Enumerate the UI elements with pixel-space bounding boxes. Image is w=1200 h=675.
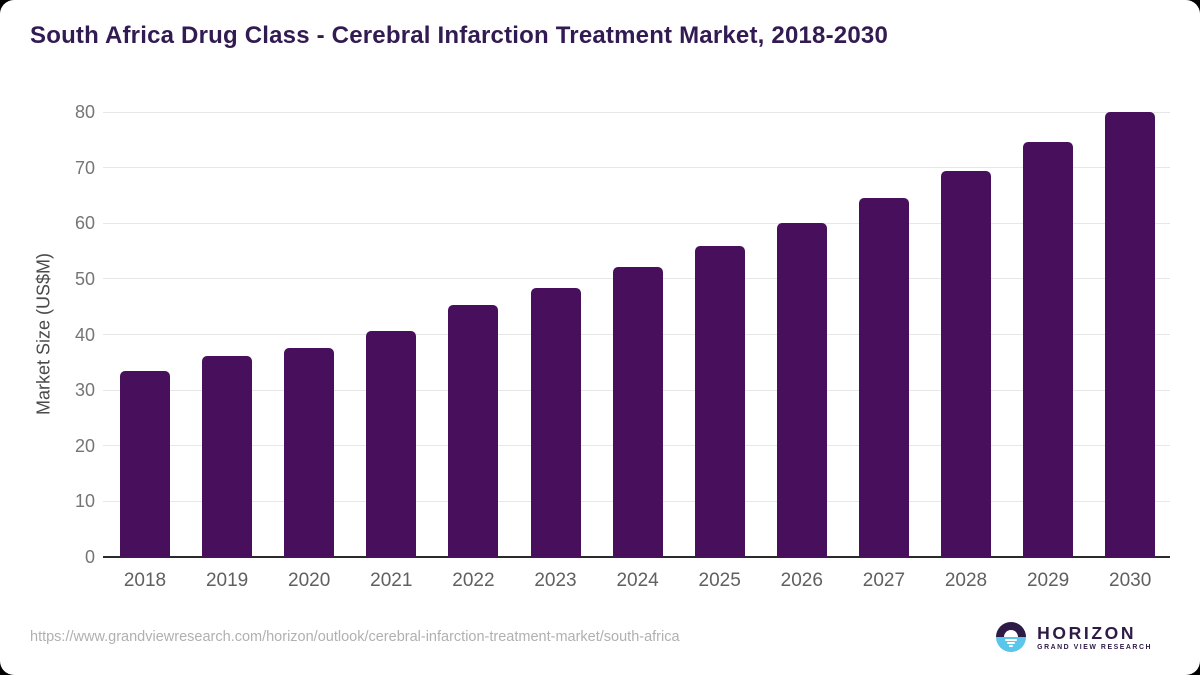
y-tick-label: 80 xyxy=(74,102,95,122)
bar-2020 xyxy=(284,348,335,557)
logo-reflection-line xyxy=(1007,642,1016,644)
bar-2023 xyxy=(530,287,581,557)
logo-sea-half xyxy=(996,637,1027,652)
logo-sky-half xyxy=(996,622,1027,637)
y-tick-label: 60 xyxy=(74,213,95,234)
x-tick-label: 2027 xyxy=(862,570,906,591)
gridline xyxy=(103,222,1170,224)
horizon-logo: HORIZON GRAND VIEW RESEARCH xyxy=(996,620,1152,654)
x-tick-label: 2023 xyxy=(534,570,577,591)
logo-sun-shape xyxy=(1004,630,1019,637)
x-tick-label: 2026 xyxy=(780,570,823,591)
x-tick-label: 2029 xyxy=(1026,570,1070,591)
bar-2027 xyxy=(858,198,909,557)
logo-brand-text: HORIZON xyxy=(1037,622,1137,643)
horizon-sun-icon xyxy=(996,622,1027,652)
bar-2028 xyxy=(941,170,991,557)
bar-2029 xyxy=(1023,142,1074,557)
bar-2024 xyxy=(612,266,663,557)
y-tick-label: 40 xyxy=(74,324,95,345)
y-tick-label: 0 xyxy=(84,547,95,567)
bar-2021 xyxy=(366,330,417,557)
bar-2025 xyxy=(694,245,745,557)
x-tick-label: 2030 xyxy=(1109,570,1152,591)
bar-2022 xyxy=(448,305,499,557)
bar-2026 xyxy=(776,222,827,557)
x-tick-label: 2022 xyxy=(452,570,495,591)
logo-reflection-line xyxy=(1009,645,1014,647)
x-tick-label: 2028 xyxy=(944,570,988,591)
x-tick-label: 2018 xyxy=(123,570,167,591)
bar-2019 xyxy=(202,355,253,557)
x-tick-label: 2024 xyxy=(616,570,659,591)
source-url: https://www.grandviewresearch.com/horizo… xyxy=(30,629,680,645)
x-tick-label: 2025 xyxy=(698,570,741,591)
plot-area xyxy=(103,111,1170,558)
chart-title: South Africa Drug Class - Cerebral Infar… xyxy=(30,22,888,49)
x-tick-label: 2021 xyxy=(370,570,413,591)
logo-sub-brand-text: GRAND VIEW RESEARCH xyxy=(1037,643,1152,651)
y-tick-label: 30 xyxy=(74,380,95,401)
bar-2030 xyxy=(1105,112,1156,557)
logo-reflection-line xyxy=(1005,639,1018,641)
y-tick-label: 70 xyxy=(74,157,95,178)
x-axis-line xyxy=(103,556,1170,558)
x-tick-label: 2020 xyxy=(288,570,331,591)
logo-text: HORIZON GRAND VIEW RESEARCH xyxy=(1037,624,1152,651)
gridline xyxy=(103,111,1170,113)
y-tick-label: 20 xyxy=(74,435,95,456)
x-tick-label: 2019 xyxy=(205,570,249,591)
y-tick-label: 10 xyxy=(74,491,95,512)
bar-2018 xyxy=(120,370,170,557)
gridline xyxy=(103,167,1170,169)
y-tick-label: 50 xyxy=(74,268,95,289)
